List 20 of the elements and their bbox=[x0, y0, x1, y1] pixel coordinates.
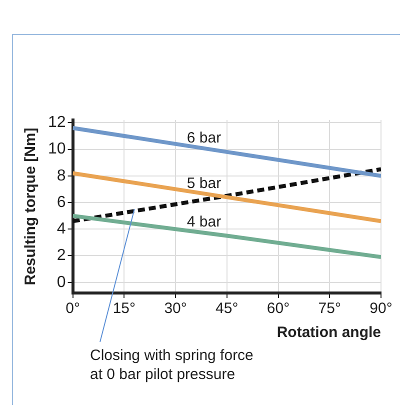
y-tick-label: 12 bbox=[48, 114, 66, 132]
y-tick-label: 0 bbox=[56, 274, 66, 291]
x-tick-label: 75° bbox=[318, 300, 341, 318]
x-tick-label: 90° bbox=[370, 300, 392, 318]
series-label: 6 bar bbox=[186, 130, 222, 147]
x-axis-title: Rotation angle bbox=[276, 324, 381, 342]
x-tick-label: 30° bbox=[164, 300, 187, 318]
annotation: Closing with spring force at 0 bar pilot pressure bbox=[90, 347, 254, 383]
y-tick-label: 10 bbox=[48, 140, 66, 158]
series-label: 4 bar bbox=[186, 213, 222, 230]
y-tick-label: 8 bbox=[56, 167, 66, 184]
y-tick-label: 6 bbox=[56, 194, 66, 211]
y-axis-title: Resulting torque [Nm] bbox=[22, 128, 40, 286]
series-label: 5 bar bbox=[186, 174, 222, 192]
x-tick-label: 0° bbox=[66, 300, 80, 318]
y-tick-label: 2 bbox=[56, 247, 66, 264]
x-tick-label: 60° bbox=[266, 300, 290, 318]
x-tick-label: 45° bbox=[216, 300, 238, 318]
y-tick-label: 4 bbox=[56, 220, 66, 238]
x-tick-label: 15° bbox=[112, 300, 136, 318]
